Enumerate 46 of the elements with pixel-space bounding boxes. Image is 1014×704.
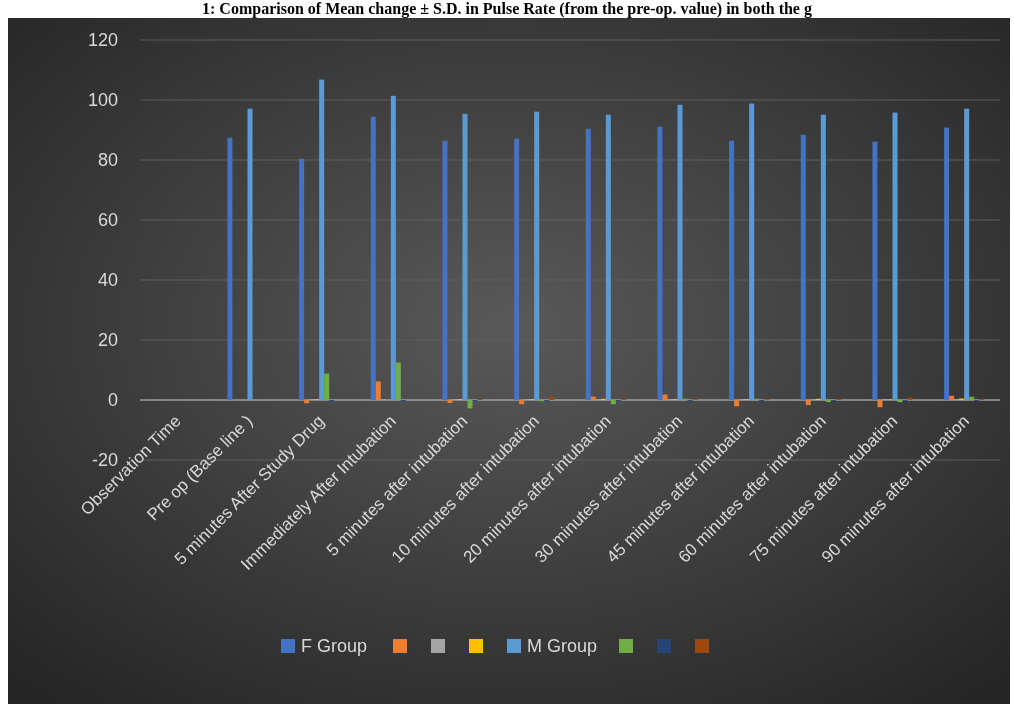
bar — [467, 400, 473, 409]
legend-label: M Group — [527, 636, 598, 657]
bar — [375, 381, 381, 400]
bar — [395, 362, 401, 400]
y-tick-label: 0 — [107, 390, 118, 411]
y-tick-label: 80 — [97, 150, 118, 171]
bar — [805, 400, 811, 406]
bar — [585, 128, 591, 400]
bar — [662, 394, 668, 400]
bar — [519, 400, 525, 405]
bar — [820, 114, 826, 400]
chart-title: 1: Comparison of Mean change ± S.D. in Pulse Rate (from the pre-op. value) in both the g — [202, 0, 812, 18]
legend-label: F Group — [301, 636, 368, 657]
bar — [227, 137, 233, 400]
bar — [319, 79, 325, 400]
bar — [299, 158, 305, 400]
bar — [800, 134, 806, 400]
bar — [892, 112, 898, 400]
bar — [657, 126, 663, 400]
bar — [447, 400, 453, 403]
bar — [370, 116, 376, 400]
y-tick-label: 40 — [97, 270, 118, 291]
bar — [534, 111, 540, 400]
bar — [872, 141, 878, 400]
bar — [605, 114, 611, 400]
bar — [610, 400, 616, 405]
y-tick-label: 100 — [87, 90, 118, 111]
y-tick-label: 60 — [97, 210, 118, 231]
bar — [944, 127, 950, 400]
bar — [949, 395, 955, 400]
bar — [324, 373, 330, 400]
bar — [825, 400, 831, 403]
bar — [390, 95, 396, 400]
y-tick-label: 20 — [97, 330, 118, 351]
bar — [749, 103, 755, 400]
bar — [677, 104, 683, 400]
bar — [897, 400, 903, 403]
bar — [247, 108, 253, 400]
bar — [877, 400, 883, 408]
y-tick-label: 120 — [87, 30, 118, 51]
bar — [734, 400, 740, 407]
bar — [462, 113, 468, 400]
bar — [729, 140, 735, 400]
bar — [514, 138, 520, 400]
bar — [964, 108, 970, 400]
bar — [442, 140, 448, 400]
